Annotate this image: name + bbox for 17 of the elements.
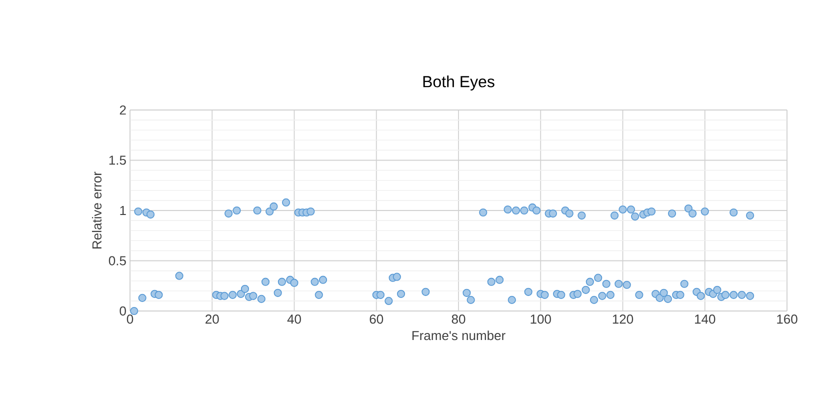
y-tick-label: 1 [120, 206, 126, 215]
x-axis-title: Frame's number [412, 330, 506, 340]
chart-title: Both Eyes [423, 76, 494, 90]
x-tick-label: 140 [695, 314, 716, 324]
x-tick-label: 120 [612, 314, 634, 324]
x-tick-label: 60 [370, 314, 384, 324]
x-tick-label: 160 [777, 314, 798, 324]
x-tick-label: 20 [206, 314, 219, 324]
y-axis-title: Relative error [92, 172, 102, 248]
y-tick-label: 0.5 [108, 256, 126, 266]
x-tick-label: 80 [452, 314, 466, 324]
y-tick-label: 0 [120, 306, 126, 316]
x-tick-label: 40 [287, 314, 301, 324]
x-tick-label: 100 [530, 314, 551, 324]
y-tick-label: 2 [120, 105, 126, 115]
x-tick-label: 0 [126, 314, 134, 324]
y-tick-label: 1.5 [109, 156, 126, 165]
